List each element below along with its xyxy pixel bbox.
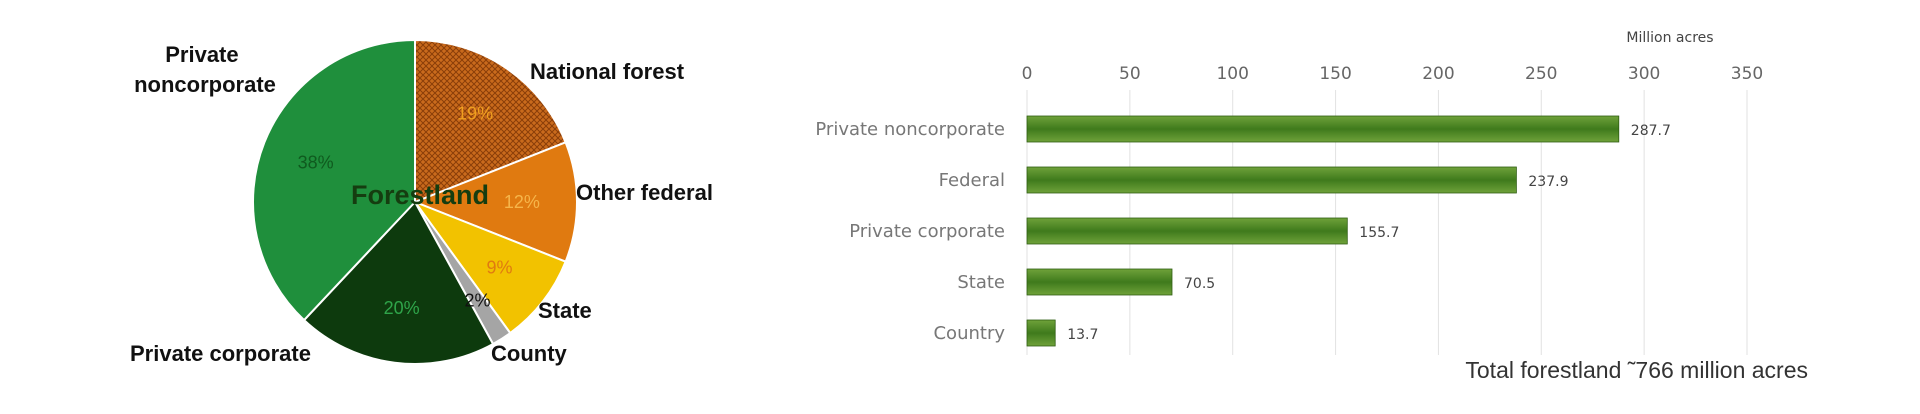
pie-label-private-noncorporate: Private noncorporate bbox=[134, 42, 276, 97]
bar-x-tick-label: 350 bbox=[1731, 64, 1763, 84]
bar-private-noncorporate bbox=[1026, 115, 1620, 143]
bar-federal bbox=[1026, 166, 1517, 194]
pie-label-private-noncorporate-line-1: Private bbox=[165, 42, 238, 67]
bar-value-label-private-noncorporate: 287.7 bbox=[1631, 123, 1671, 139]
bar-x-tick-label: 250 bbox=[1525, 64, 1557, 84]
bar-x-tick-label: 50 bbox=[1119, 64, 1141, 84]
bar-value-label-state: 70.5 bbox=[1184, 276, 1215, 292]
bar-x-tick-label: 0 bbox=[1022, 64, 1033, 84]
bar-value-label-country: 13.7 bbox=[1067, 327, 1098, 343]
pie-label-private-noncorporate-line-2: noncorporate bbox=[134, 72, 276, 97]
bar-value-label-private-corporate: 155.7 bbox=[1359, 225, 1399, 241]
bar-x-tick-label: 100 bbox=[1216, 64, 1248, 84]
bar-category-country: Country bbox=[933, 323, 1005, 344]
pie-label-private-corporate: Private corporate bbox=[130, 341, 311, 366]
pie-pct-private-noncorporate: 38% bbox=[298, 153, 334, 173]
pie-pct-other-federal: 12% bbox=[504, 192, 540, 212]
bar-x-tick-label: 150 bbox=[1319, 64, 1351, 84]
pie-pct-state: 9% bbox=[486, 258, 512, 278]
bar-category-private-corporate: Private corporate bbox=[849, 221, 1005, 242]
bar-x-tick-label: 300 bbox=[1628, 64, 1660, 84]
pie-slice-national-forest bbox=[414, 38, 567, 204]
forestland-pie-chart: 19% 12% 9% 2% 20% 38% Forestland Private nonc… bbox=[130, 38, 713, 366]
bar-axis-unit-label: Million acres bbox=[1626, 30, 1713, 46]
pie-label-county: County bbox=[491, 341, 568, 366]
bar-private-corporate bbox=[1026, 217, 1348, 245]
pie-label-other-federal: Other federal bbox=[576, 180, 713, 205]
pie-slice-private-noncorporate bbox=[252, 38, 416, 322]
total-forestland-note: Total forestland ˜766 million acres bbox=[1465, 357, 1808, 383]
pie-slice-other-federal bbox=[412, 141, 578, 263]
bar-state bbox=[1026, 268, 1173, 296]
forestland-bar-chart: Million acres 0 50 100 150 200 250 300 350 Priv… bbox=[815, 30, 1808, 383]
bar-x-tick-label: 200 bbox=[1422, 64, 1454, 84]
pie-pct-national-forest: 19% bbox=[457, 104, 493, 124]
bar-value-label-federal: 237.9 bbox=[1528, 174, 1568, 190]
pie-pct-county: 2% bbox=[464, 291, 490, 311]
pie-pct-private-corporate: 20% bbox=[384, 298, 420, 318]
bar-category-state: State bbox=[957, 272, 1005, 293]
bar-category-private-noncorporate: Private noncorporate bbox=[815, 119, 1005, 140]
pie-slice-state bbox=[412, 199, 567, 335]
bar-country bbox=[1026, 319, 1056, 347]
pie-center-label: Forestland bbox=[351, 180, 489, 210]
bar-category-federal: Federal bbox=[939, 170, 1005, 191]
pie-slice-private-corporate bbox=[302, 200, 495, 365]
pie-label-state: State bbox=[538, 298, 592, 323]
pie-label-national-forest: National forest bbox=[530, 59, 685, 84]
